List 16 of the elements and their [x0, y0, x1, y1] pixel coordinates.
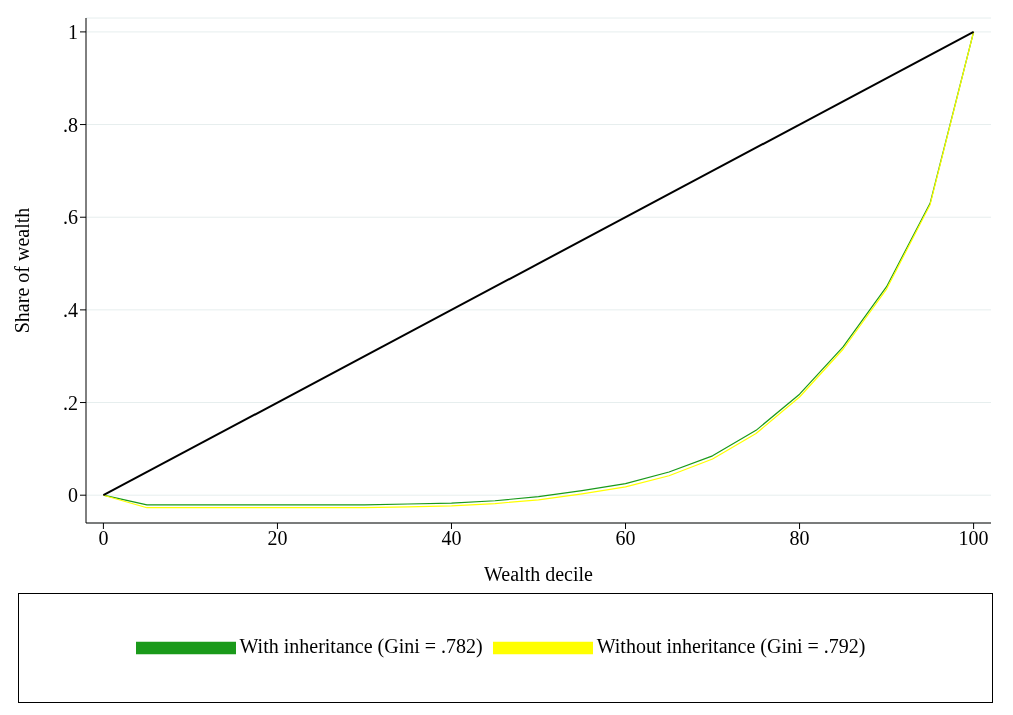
legend-label: With inheritance (Gini = .782): [239, 634, 483, 657]
x-tick-label: 0: [98, 527, 109, 550]
x-tick-label: 60: [615, 527, 636, 550]
x-axis-title: Wealth decile: [484, 563, 594, 585]
y-tick-label: .8: [63, 113, 78, 136]
y-tick-label: .4: [63, 298, 78, 321]
x-tick-label: 20: [267, 527, 288, 550]
y-tick-label: 1: [68, 21, 78, 43]
legend-label: Without inheritance (Gini = .792): [596, 634, 866, 657]
y-tick-label: .2: [63, 391, 78, 414]
x-tick-label: 80: [789, 527, 810, 550]
x-tick-label: 100: [958, 527, 989, 550]
y-axis-title: Share of wealth: [11, 207, 34, 334]
y-tick-label: .6: [63, 206, 78, 229]
y-tick-label: 0: [68, 484, 78, 507]
x-tick-label: 40: [441, 527, 462, 550]
